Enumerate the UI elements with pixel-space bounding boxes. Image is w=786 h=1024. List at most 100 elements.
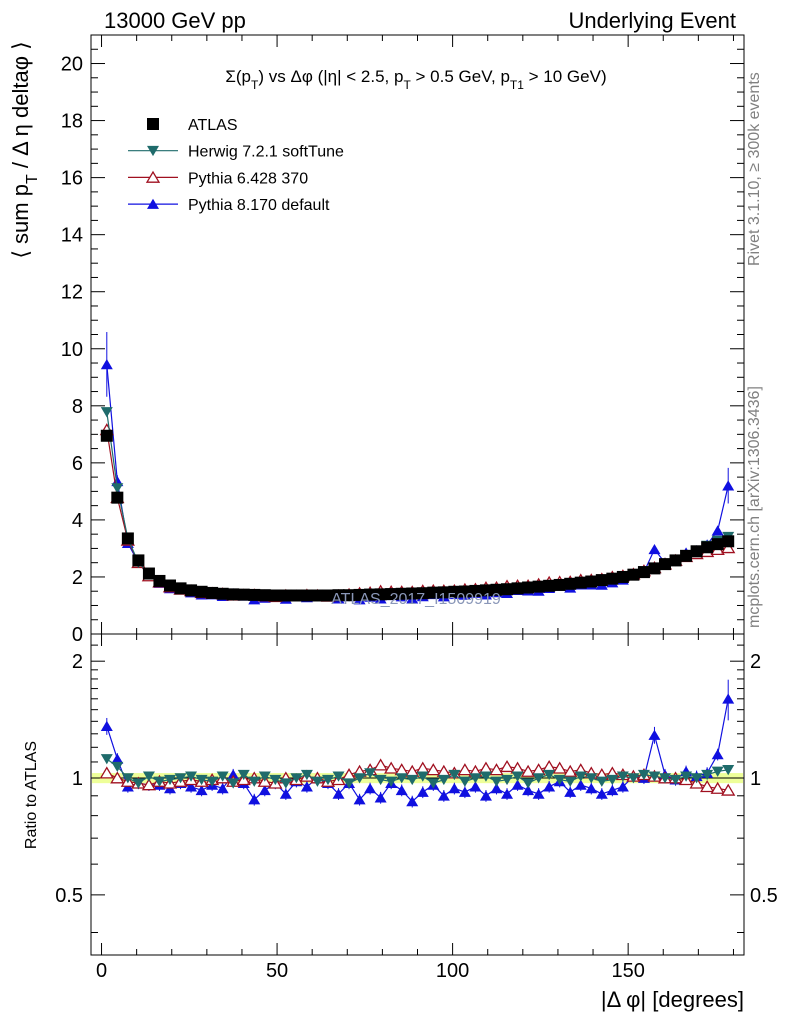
ratio-point bbox=[426, 763, 441, 776]
ratio-point bbox=[395, 784, 408, 796]
data-point bbox=[721, 541, 736, 554]
ratio-point bbox=[520, 764, 536, 777]
series-atlas bbox=[100, 429, 735, 602]
legend-label: Pythia 6.428 370 bbox=[188, 170, 308, 187]
ratio-point bbox=[258, 784, 271, 796]
data-point bbox=[321, 589, 334, 602]
ratio-point bbox=[574, 771, 587, 782]
ratio-point bbox=[206, 776, 219, 787]
y-tick-label: 6 bbox=[72, 453, 83, 475]
ratio-point bbox=[574, 779, 587, 790]
ratio-point bbox=[648, 729, 661, 740]
data-point bbox=[269, 589, 282, 602]
ratio-point bbox=[121, 773, 134, 784]
ratio-point bbox=[279, 788, 292, 799]
ratio-point bbox=[227, 769, 240, 780]
ratio-point bbox=[195, 774, 208, 786]
ratio-point bbox=[659, 773, 672, 784]
data-point bbox=[595, 574, 608, 587]
data-point bbox=[258, 589, 271, 602]
ratio-point bbox=[680, 771, 693, 782]
ratio-point bbox=[531, 763, 546, 776]
data-point bbox=[458, 585, 471, 598]
ratio-point bbox=[110, 771, 125, 784]
ratio-point bbox=[195, 784, 208, 796]
data-point bbox=[469, 584, 482, 597]
y-tick-label: 16 bbox=[61, 168, 83, 190]
ratio-point bbox=[416, 771, 429, 782]
data-point bbox=[216, 587, 229, 600]
ratio-point bbox=[690, 773, 703, 784]
ratio-point bbox=[606, 784, 619, 796]
ratio-point bbox=[332, 771, 345, 782]
data-point bbox=[206, 586, 219, 599]
ratio-point bbox=[553, 774, 566, 786]
ratio-point bbox=[489, 763, 504, 776]
data-point bbox=[195, 585, 208, 598]
data-point bbox=[416, 587, 429, 600]
ratio-point bbox=[616, 771, 629, 782]
ratio-point bbox=[311, 776, 324, 787]
data-point bbox=[300, 589, 313, 602]
ratio-point bbox=[216, 771, 229, 782]
data-point bbox=[585, 575, 598, 588]
ratio-point bbox=[522, 778, 535, 789]
ratio-point bbox=[585, 773, 598, 784]
data-point bbox=[637, 566, 650, 579]
legend-label: ATLAS bbox=[188, 117, 238, 134]
data-point bbox=[100, 358, 113, 370]
data-point bbox=[227, 588, 240, 601]
watermark-label: ATLAS_2017_I1509919 bbox=[331, 591, 501, 608]
ratio-point bbox=[511, 771, 524, 782]
y-tick-label: 0 bbox=[72, 624, 83, 646]
ratio-point bbox=[478, 761, 494, 774]
ratio-point bbox=[711, 749, 724, 760]
ratio-point bbox=[237, 769, 250, 781]
ratio-point bbox=[457, 763, 473, 776]
ratio-point bbox=[458, 786, 471, 797]
ratio-point bbox=[469, 773, 482, 784]
ratio-point bbox=[543, 769, 556, 781]
ratio-point bbox=[616, 781, 629, 792]
y-tick-label: 4 bbox=[72, 510, 83, 532]
data-point bbox=[648, 562, 661, 575]
data-point bbox=[501, 583, 514, 596]
ratio-point bbox=[448, 769, 461, 781]
ratio-point bbox=[564, 776, 577, 787]
data-point bbox=[332, 589, 345, 602]
data-point bbox=[343, 589, 356, 602]
ratio-point bbox=[269, 774, 282, 786]
legend-entry-pythia-8-170-default: Pythia 8.170 default bbox=[128, 197, 330, 214]
data-point bbox=[690, 545, 703, 558]
data-point bbox=[111, 483, 124, 494]
ratio-point bbox=[384, 761, 399, 774]
data-point bbox=[153, 574, 166, 587]
data-point bbox=[174, 582, 187, 595]
ratio-point bbox=[216, 783, 229, 794]
ratio-y-tick-label: 1 bbox=[72, 768, 83, 790]
ratio-point bbox=[141, 778, 157, 791]
plot-title: Σ(pT) vs Δφ (|η| < 2.5, pT > 0.5 GeV, pT… bbox=[225, 67, 606, 92]
data-point bbox=[680, 549, 693, 562]
x-tick-label: 50 bbox=[266, 960, 288, 982]
ratio-point bbox=[469, 781, 482, 792]
ratio-point bbox=[479, 771, 492, 782]
ratio-point bbox=[227, 778, 240, 789]
legend-marker bbox=[147, 198, 159, 209]
ratio-point bbox=[100, 720, 113, 731]
ratio-point bbox=[627, 773, 640, 784]
ratio-point bbox=[364, 783, 377, 794]
ratio-point bbox=[595, 776, 608, 787]
ratio-point bbox=[395, 773, 408, 784]
ratio-point bbox=[321, 774, 334, 786]
data-point bbox=[511, 582, 524, 595]
legend-marker bbox=[147, 118, 159, 130]
data-point bbox=[648, 543, 661, 555]
ratio-point bbox=[499, 759, 515, 773]
y-tick-label: 2 bbox=[72, 567, 83, 589]
ratio-point bbox=[248, 776, 261, 787]
ratio-point bbox=[343, 778, 356, 789]
ratio-point bbox=[132, 778, 145, 789]
header-right: Underlying Event bbox=[568, 8, 736, 33]
